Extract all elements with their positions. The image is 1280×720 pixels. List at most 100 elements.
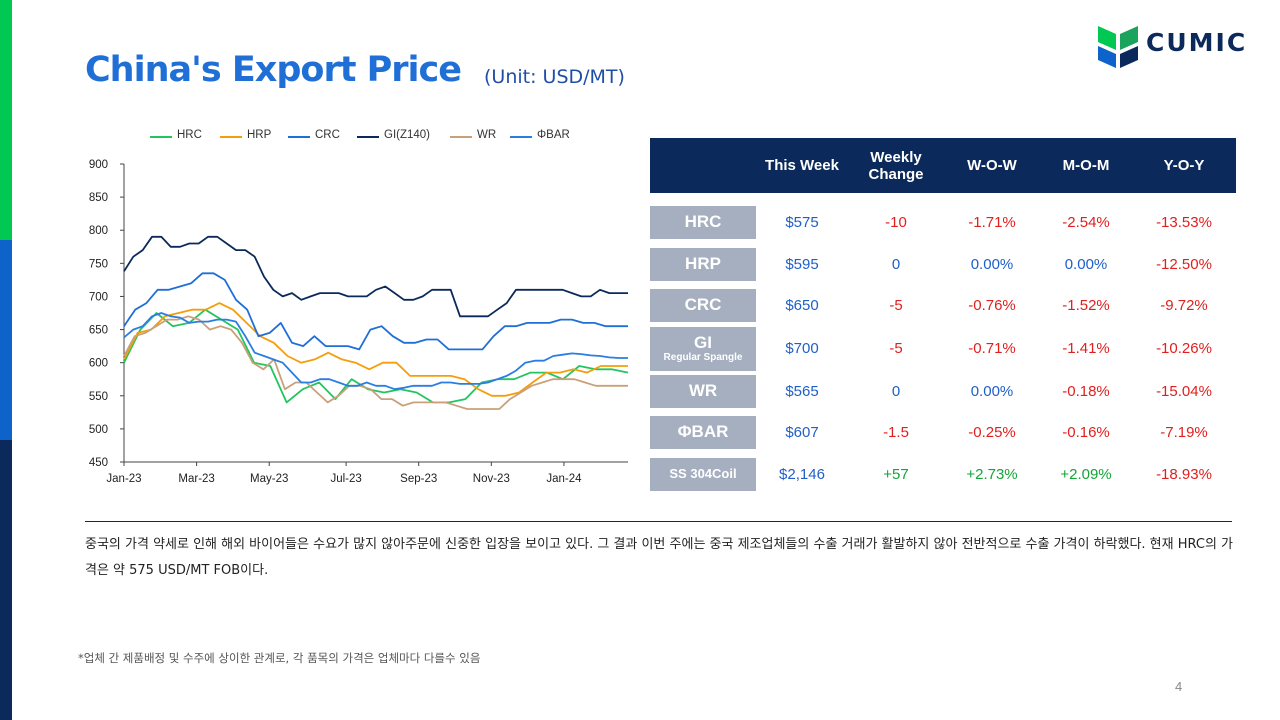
accent-bar: [0, 0, 12, 720]
y-tick-label: 500: [89, 424, 108, 436]
row-label-gi-sub: Regular Spangle: [663, 352, 743, 364]
table-row-crc: CRC $650 -5 -0.76% -1.52% -9.72%: [650, 285, 1236, 327]
legend-label-wr: WR: [477, 129, 497, 141]
yoy-crc: -9.72%: [1160, 297, 1208, 315]
x-tick-label: Jul-23: [330, 473, 361, 485]
series-line-crc: [123, 272, 628, 351]
this-week-hrp: $595: [785, 255, 819, 273]
cumic-logo: CUMIC: [1096, 20, 1266, 70]
this-week-ss304: $2,146: [779, 465, 825, 483]
x-tick-label: Mar-23: [178, 473, 214, 485]
series-line-bar: [123, 312, 628, 391]
legend-swatch-bar: [510, 136, 532, 138]
mom-hrc: -2.54%: [1062, 214, 1110, 232]
legend-label-hrp: HRP: [247, 129, 272, 141]
legend-swatch-hrp: [220, 136, 242, 138]
header-wow: W-O-W: [944, 138, 1040, 193]
header-this-week: This Week: [756, 138, 848, 193]
this-week-crc: $650: [785, 297, 819, 315]
this-week-hrc: $575: [785, 214, 819, 232]
y-axis: 450 500 550 600 650 700 750 800 850 900: [89, 159, 125, 469]
row-label-ss304: SS 304Coil: [650, 457, 756, 491]
mom-crc: -1.52%: [1062, 297, 1110, 315]
weekly-change-ss304: +57: [883, 465, 909, 483]
mom-ss304: +2.09%: [1060, 465, 1112, 483]
weekly-change-wr: 0: [891, 382, 901, 400]
table-row-hrp: HRP $595 0 0.00% 0.00% -12.50%: [650, 244, 1236, 286]
wow-bar: -0.25%: [968, 424, 1016, 442]
wow-hrp: 0.00%: [970, 255, 1014, 273]
y-tick-label: 900: [89, 159, 108, 171]
y-tick-label: 450: [89, 457, 108, 469]
legend-swatch-hrc: [150, 136, 172, 138]
series-line-gi-z140: [123, 235, 628, 318]
yoy-hrp: -12.50%: [1156, 255, 1212, 273]
weekly-change-hrp: 0: [891, 255, 901, 273]
weekly-change-hrc: -10: [885, 214, 907, 232]
market-commentary: 중국의 가격 약세로 인해 해외 바이어들은 수요가 많지 않아주문에 신중한 …: [85, 537, 1234, 578]
series-line-hrp: [123, 302, 628, 397]
yoy-wr: -15.04%: [1156, 382, 1212, 400]
legend-label-hrc: HRC: [177, 129, 202, 141]
legend-label-bar: ΦBAR: [537, 129, 570, 141]
x-tick-label: May-23: [250, 473, 288, 485]
y-tick-label: 750: [89, 258, 108, 270]
this-week-bar: $607: [785, 424, 819, 442]
wow-crc: -0.76%: [968, 297, 1016, 315]
x-tick-label: Jan-24: [546, 473, 582, 485]
this-week-gi: $700: [785, 340, 819, 357]
logo-text: CUMIC: [1146, 28, 1248, 57]
mom-hrp: 0.00%: [1064, 255, 1108, 273]
legend-label-gi: GI(Z140): [384, 129, 431, 141]
yoy-ss304: -18.93%: [1156, 465, 1212, 483]
row-label-gi-main: GI: [694, 332, 712, 352]
row-label-hrc: HRC: [650, 206, 756, 240]
header-yoy: Y-O-Y: [1132, 138, 1236, 193]
row-label-hrp: HRP: [650, 247, 756, 281]
yoy-gi: -10.26%: [1156, 340, 1212, 357]
x-tick-label: Nov-23: [473, 473, 510, 485]
table-row-bar: ΦBAR $607 -1.5 -0.25% -0.16% -7.19%: [650, 412, 1236, 454]
price-table: This Week Weekly Change W-O-W M-O-M Y-O-…: [650, 138, 1236, 495]
wow-gi: -0.71%: [968, 340, 1016, 357]
x-axis: Jan-23 Mar-23 May-23 Jul-23 Sep-23 Nov-23 Jan-…: [106, 461, 628, 485]
wow-ss304: +2.73%: [966, 465, 1018, 483]
row-label-bar: ΦBAR: [650, 416, 756, 450]
wow-wr: 0.00%: [970, 382, 1014, 400]
header-weekly-change: Weekly Change: [848, 138, 944, 193]
weekly-change-gi: -5: [889, 340, 903, 357]
legend-swatch-gi: [357, 136, 379, 138]
header-mom: M-O-M: [1040, 138, 1132, 193]
y-tick-label: 700: [89, 291, 108, 303]
page-number: 4: [1175, 679, 1183, 694]
y-tick-label: 550: [89, 391, 108, 403]
row-label-gi: GI Regular Spangle: [650, 326, 756, 371]
cumic-logo-mark-icon: [1098, 26, 1138, 68]
mom-gi: -1.41%: [1062, 340, 1110, 357]
yoy-bar: -7.19%: [1160, 424, 1208, 442]
series-line-hrc: [123, 308, 629, 404]
section-divider: [85, 521, 1232, 522]
table-row-gi: GI Regular Spangle $700 -5 -0.71% -1.41%…: [650, 326, 1236, 371]
table-row-wr: WR $565 0 0.00% -0.18% -15.04%: [650, 371, 1236, 413]
weekly-change-bar: -1.5: [883, 424, 909, 442]
unit-label: (Unit: USD/MT): [484, 66, 625, 88]
wow-hrc: -1.71%: [968, 214, 1016, 232]
table-row-ss304: SS 304Coil $2,146 +57 +2.73% +2.09% -18.…: [650, 454, 1236, 496]
x-tick-label: Sep-23: [400, 473, 437, 485]
footnote: *업체 간 제품배정 및 수주에 상이한 관계로, 각 품목의 가격은 업체마다…: [78, 651, 481, 665]
y-tick-label: 800: [89, 225, 108, 237]
series-line-wr: [123, 315, 628, 410]
table-header-row: This Week Weekly Change W-O-W M-O-M Y-O-…: [650, 138, 1236, 193]
yoy-hrc: -13.53%: [1156, 214, 1212, 232]
weekly-change-crc: -5: [889, 297, 903, 315]
legend-swatch-crc: [288, 136, 310, 138]
table-row-hrc: HRC $575 -10 -1.71% -2.54% -13.53%: [650, 202, 1236, 244]
legend-label-crc: CRC: [315, 129, 340, 141]
this-week-wr: $565: [785, 382, 819, 400]
price-line-chart: 450 500 550 600 650 700 750 800 850 900 Jan-23 Mar…: [89, 159, 629, 485]
legend-swatch-wr: [450, 136, 472, 138]
mom-bar: -0.16%: [1062, 424, 1110, 442]
header-blank: [650, 138, 756, 193]
page-title: China's Export Price: [85, 50, 462, 90]
